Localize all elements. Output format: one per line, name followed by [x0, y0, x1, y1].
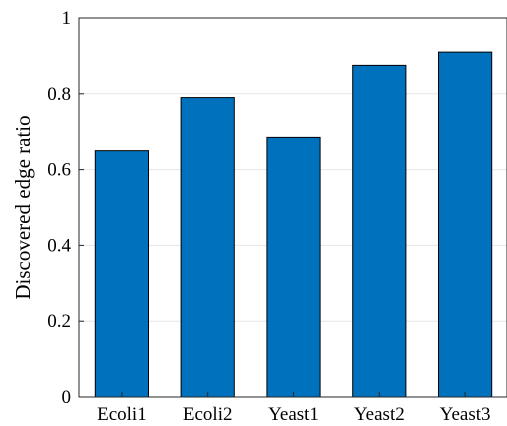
bar-yeast1 — [266, 136, 321, 398]
x-axis-ticks: Ecoli1 Ecoli2 Yeast1 Yeast2 Yeast3 — [97, 392, 491, 425]
y-tick-label: 0.2 — [47, 311, 71, 332]
bar-ecoli2 — [180, 97, 235, 398]
x-tick-label: Ecoli2 — [183, 404, 233, 425]
y-tick-label: 1 — [62, 8, 72, 29]
y-tick-label: 0.6 — [47, 160, 71, 181]
y-tick-label: 0.8 — [47, 84, 71, 105]
x-tick-label: Ecoli1 — [97, 404, 147, 425]
x-tick-label: Yeast1 — [268, 404, 319, 425]
x-tick-label: Yeast2 — [354, 404, 405, 425]
bars — [94, 51, 493, 398]
bar-ecoli1 — [94, 150, 149, 398]
y-axis-ticks: 0 0.2 0.4 0.6 0.8 1 — [47, 8, 84, 408]
y-tick-label: 0.4 — [47, 235, 71, 256]
y-axis-label: Discovered edge ratio — [11, 115, 35, 299]
y-tick-label: 0 — [62, 387, 72, 408]
bar-yeast3 — [438, 51, 493, 398]
bar-yeast2 — [352, 64, 407, 398]
x-tick-label: Yeast3 — [440, 404, 491, 425]
